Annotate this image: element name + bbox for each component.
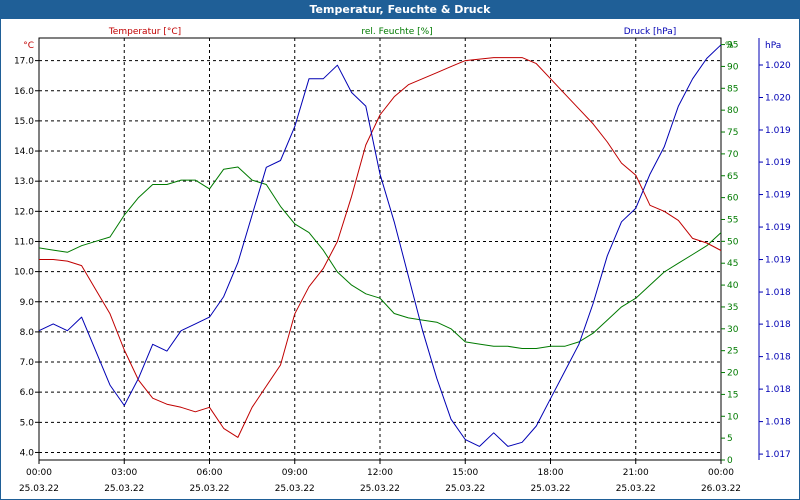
humidity-tick-label: 95 — [727, 41, 738, 51]
temperature-tick-label: 17.0 — [14, 57, 34, 67]
humidity-tick-label: 85 — [727, 84, 738, 94]
date-tick-label: 25.03.22 — [360, 484, 400, 494]
temperature-tick-label: 16.0 — [14, 87, 34, 97]
humidity-axis-label: rel. Feuchte [%] — [361, 27, 432, 37]
date-tick-label: 25.03.22 — [104, 484, 144, 494]
humidity-tick-label: 30 — [727, 325, 739, 335]
pressure-tick-label: 1.020 — [765, 94, 791, 104]
date-tick-label: 25.03.22 — [19, 484, 59, 494]
date-tick-label: 26.03.22 — [701, 484, 741, 494]
pressure-axis-ticks: 1.017 1.018 1.018 1.018 1.018 1.018 1.019 1.019… — [758, 38, 791, 460]
temperature-tick-label: 6.0 — [20, 388, 35, 398]
temperature-tick-label: 12.0 — [14, 207, 34, 217]
temperature-unit: °C — [23, 41, 34, 51]
time-tick-label: 06:00 — [197, 468, 223, 478]
humidity-axis-ticks: 0 5 10 15 20 25 30 35 40 45 50 55 60 65 70 75 80 85 90 95 — [721, 41, 739, 466]
time-tick-label: 09:00 — [282, 468, 308, 478]
date-tick-label: 25.03.22 — [189, 484, 229, 494]
temperature-tick-label: 14.0 — [14, 147, 34, 157]
date-tick-label: 25.03.22 — [530, 484, 570, 494]
temperature-tick-label: 13.0 — [14, 177, 34, 187]
time-axis-ticks: 00:00 25.03.22 03:00 25.03.22 06:00 25.03.22 0… — [19, 460, 741, 494]
temperature-tick-label: 5.0 — [20, 418, 35, 428]
pressure-tick-label: 1.019 — [765, 223, 791, 233]
humidity-tick-label: 35 — [727, 303, 738, 313]
humidity-tick-label: 65 — [727, 172, 738, 182]
time-tick-label: 03:00 — [111, 468, 137, 478]
temperature-tick-label: 15.0 — [14, 117, 34, 127]
pressure-tick-label: 1.019 — [765, 256, 791, 266]
humidity-tick-label: 20 — [727, 369, 739, 379]
temperature-line — [39, 57, 722, 438]
humidity-tick-label: 0 — [727, 456, 733, 466]
date-tick-label: 25.03.22 — [616, 484, 656, 494]
humidity-tick-label: 5 — [727, 434, 733, 444]
time-tick-label: 00:00 — [26, 468, 52, 478]
pressure-tick-label: 1.017 — [765, 450, 791, 460]
temperature-axis-label: Temperatur [°C] — [108, 27, 181, 37]
temperature-axis-ticks: 4.0 5.0 6.0 7.0 8.0 9.0 10.0 11.0 12.0 13.0 14.0 15… — [14, 57, 39, 458]
humidity-tick-label: 15 — [727, 390, 738, 400]
pressure-tick-label: 1.019 — [765, 126, 791, 136]
window-title: Temperatur, Feuchte & Druck — [1, 1, 799, 19]
pressure-tick-label: 1.018 — [765, 418, 791, 428]
temperature-tick-label: 4.0 — [20, 448, 35, 458]
pressure-tick-label: 1.018 — [765, 320, 791, 330]
pressure-unit: hPa — [765, 41, 781, 51]
humidity-tick-label: 50 — [727, 237, 739, 247]
humidity-tick-label: 75 — [727, 128, 738, 138]
time-tick-label: 12:00 — [367, 468, 393, 478]
temperature-tick-label: 11.0 — [14, 237, 34, 247]
humidity-line — [38, 166, 722, 349]
pressure-tick-label: 1.018 — [765, 353, 791, 363]
grid-lines — [39, 38, 721, 460]
humidity-tick-label: 90 — [727, 62, 739, 72]
humidity-tick-label: 70 — [727, 150, 739, 160]
temperature-tick-label: 8.0 — [20, 328, 35, 338]
time-tick-label: 00:00 — [708, 468, 734, 478]
pressure-tick-label: 1.020 — [765, 61, 791, 71]
humidity-tick-label: 25 — [727, 347, 738, 357]
time-tick-label: 21:00 — [623, 468, 649, 478]
date-tick-label: 25.03.22 — [275, 484, 315, 494]
series-layer — [38, 44, 722, 447]
pressure-tick-label: 1.019 — [765, 158, 791, 168]
pressure-line — [38, 44, 722, 447]
humidity-unit: % — [725, 41, 734, 51]
humidity-tick-label: 10 — [727, 412, 739, 422]
time-tick-label: 18:00 — [538, 468, 564, 478]
pressure-tick-label: 1.018 — [765, 288, 791, 298]
temperature-tick-label: 9.0 — [20, 298, 35, 308]
humidity-tick-label: 45 — [727, 259, 738, 269]
temperature-tick-label: 7.0 — [20, 358, 35, 368]
humidity-tick-label: 60 — [727, 194, 739, 204]
humidity-tick-label: 80 — [727, 106, 739, 116]
humidity-tick-label: 55 — [727, 215, 738, 225]
pressure-axis-label: Druck [hPa] — [624, 27, 677, 37]
pressure-tick-label: 1.018 — [765, 385, 791, 395]
date-tick-label: 25.03.22 — [445, 484, 485, 494]
pressure-tick-label: 1.019 — [765, 191, 791, 201]
time-tick-label: 15:00 — [452, 468, 478, 478]
humidity-tick-label: 40 — [727, 281, 739, 291]
temperature-tick-label: 10.0 — [14, 268, 34, 278]
